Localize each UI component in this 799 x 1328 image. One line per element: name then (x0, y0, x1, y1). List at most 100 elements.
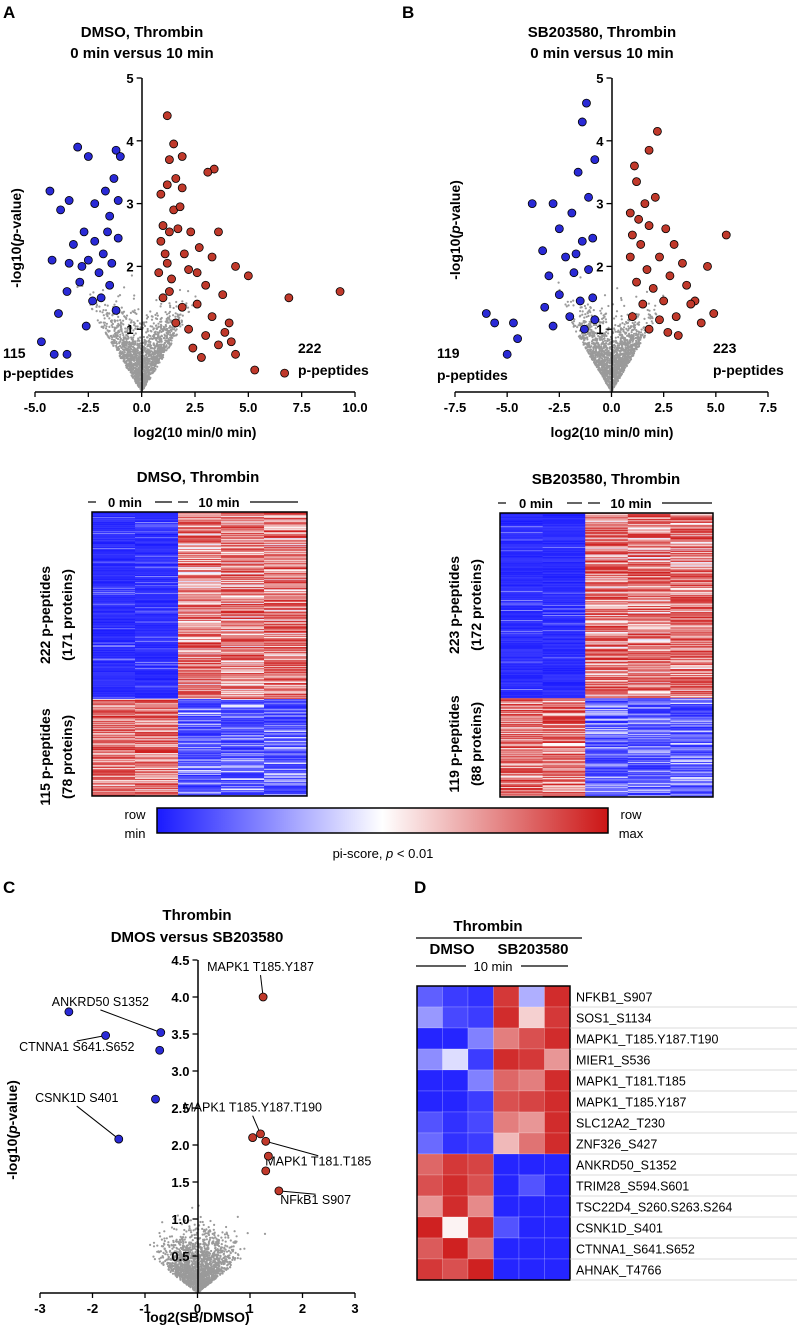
va-up-point (162, 111, 172, 121)
heatmap-b-title: SB203580, Thrombin (532, 471, 680, 488)
vb-bg-point (582, 338, 586, 342)
vb-bg-point (603, 344, 606, 347)
vb-down-point (554, 290, 564, 300)
va-bg-point (145, 349, 148, 352)
va-bg-point (132, 345, 135, 349)
va-bg-point (169, 336, 172, 339)
va-bg-point (165, 334, 168, 337)
vb-bg-point (600, 363, 604, 366)
volcano-b-left-unit: p-peptides (437, 367, 508, 383)
volcano-a-subtitle: 0 min versus 10 min (70, 45, 213, 62)
vb-bg-point (628, 342, 631, 345)
vb-bg-point (589, 355, 592, 358)
va-up-point (175, 202, 185, 212)
va-up-point (177, 302, 187, 312)
va-bg-point (104, 327, 108, 330)
vb-down-point (565, 312, 575, 322)
va-bg-point (133, 294, 136, 297)
heatmap-a: DMSO, Thrombin 0 min 10 min 222 p-peptid… (37, 469, 308, 806)
vb-bg-point (642, 336, 646, 339)
volcano-b-right-count: 223 (713, 340, 737, 356)
va-bg-point (119, 333, 122, 336)
va-bg-point (154, 313, 157, 316)
va-up-point (214, 340, 223, 350)
vb-bg-point (619, 342, 623, 345)
va-bg-point (160, 316, 163, 320)
vb-bg-point (598, 369, 601, 372)
va-bg-point (153, 349, 156, 352)
va-bg-point (142, 335, 145, 339)
vb-bg-point (607, 376, 610, 379)
va-bg-point (124, 330, 127, 333)
va-y-tick-label: 4 (126, 134, 134, 149)
va-bg-point (145, 314, 148, 317)
va-bg-point (168, 310, 172, 313)
volcano-b-x-ticks: -7.5 -5.0 -2.5 0.0 2.5 5.0 7.5 (444, 392, 777, 415)
va-bg-point (115, 344, 118, 347)
va-bg-point (135, 365, 139, 368)
va-bg-point (175, 300, 178, 304)
vb-down-point (548, 321, 558, 331)
va-down-point (47, 255, 57, 265)
vb-bg-point (615, 353, 618, 356)
volcano-a-y-label: -log10(p-value) (8, 188, 24, 288)
va-bg-point (151, 315, 154, 318)
vb-bg-point (639, 336, 642, 339)
vb-down-point (513, 334, 522, 344)
vb-bg-point (606, 352, 609, 355)
va-bg-point (194, 295, 197, 298)
va-bg-point (176, 313, 179, 316)
vb-bg-point (631, 321, 634, 324)
vb-bg-point (647, 302, 651, 305)
va-down-point (54, 309, 63, 318)
va-up-point (243, 271, 253, 281)
va-down-point (81, 321, 91, 331)
va-up-point (160, 249, 170, 259)
vb-bg-point (588, 320, 591, 323)
va-bg-point (136, 379, 139, 382)
vb-bg-point (643, 334, 647, 337)
vb-bg-point (572, 299, 575, 302)
volcano-b: SB203580, Thrombin 0 min versus 10 min -… (437, 24, 784, 440)
va-bg-point (133, 343, 136, 346)
va-bg-point (170, 339, 173, 342)
va-bg-point (151, 366, 154, 369)
vb-bg-point (612, 382, 616, 385)
vb-bg-point (606, 348, 609, 351)
vb-bg-point (579, 310, 582, 313)
va-bg-point (143, 374, 146, 377)
vb-bg-point (599, 338, 602, 341)
va-bg-point (130, 371, 133, 374)
vb-up-point (644, 324, 654, 334)
vb-bg-point (581, 313, 584, 316)
va-bg-point (144, 343, 147, 346)
va-bg-point (153, 331, 156, 334)
vb-bg-point (586, 348, 590, 351)
va-bg-point (121, 311, 125, 314)
vb-bg-point (603, 337, 606, 340)
va-up-point (164, 155, 174, 165)
va-bg-point (181, 300, 184, 303)
heatmap-b-group2: 10 min (610, 496, 651, 511)
va-bg-point (148, 365, 151, 368)
vb-bg-point (593, 358, 596, 361)
vb-down-point (544, 271, 554, 281)
vb-down-point (582, 98, 591, 108)
va-bg-point (125, 314, 129, 317)
vb-x-tick-label: 7.5 (759, 400, 777, 415)
vb-bg-point (593, 335, 596, 338)
vb-bg-point (590, 325, 593, 328)
va-bg-point (150, 347, 154, 350)
vb-up-point (709, 309, 719, 318)
vb-x-tick-label: 0.0 (602, 400, 620, 415)
vb-bg-point (623, 367, 626, 370)
va-bg-point (149, 343, 152, 346)
vb-bg-point (569, 300, 573, 303)
vb-bg-point (603, 377, 606, 380)
vb-bg-point (602, 355, 605, 358)
vb-y-tick-label: 2 (596, 259, 603, 274)
volcano-b-right-unit: p-peptides (713, 362, 784, 378)
vb-bg-point (584, 333, 587, 336)
va-bg-point (163, 328, 166, 331)
vb-up-point (686, 299, 696, 309)
